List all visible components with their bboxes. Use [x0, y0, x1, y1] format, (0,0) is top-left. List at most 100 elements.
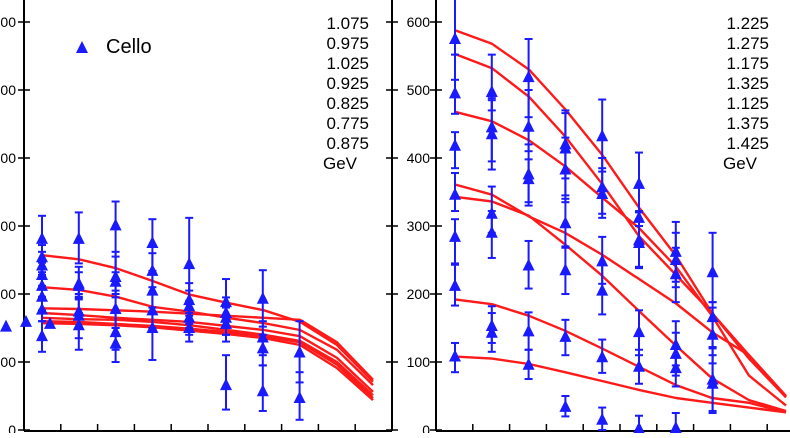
data-point [485, 210, 498, 259]
legend-triangle-icon [76, 41, 88, 53]
data-point [633, 348, 645, 385]
triangle-marker-icon [72, 278, 85, 291]
energy-label: 1.025 [326, 54, 369, 73]
data-point [596, 263, 609, 316]
chart-panel-right: 0 100 200 300 400 500 600 1.2251.2751.1751.325… [407, 0, 790, 438]
data-point [146, 312, 159, 361]
model-curve [41, 320, 374, 399]
triangle-marker-icon [559, 216, 572, 229]
triangle-marker-icon [183, 257, 196, 270]
triangle-marker-icon [596, 283, 609, 296]
legend-left: Cello 1.0750.9751.0250.9250.8250.7750.87… [76, 14, 369, 173]
triangle-marker-icon [36, 302, 48, 315]
energy-label: 1.275 [726, 34, 769, 53]
triangle-marker-icon [146, 321, 159, 333]
model-curve [454, 52, 787, 399]
data-point [669, 347, 682, 388]
triangle-marker-icon [256, 341, 269, 354]
data-point [559, 395, 572, 418]
triangle-marker-icon [559, 329, 572, 342]
model-curve [41, 311, 374, 393]
triangle-marker-icon [449, 229, 461, 242]
triangle-marker-icon [20, 314, 32, 327]
triangle-marker-icon [449, 278, 461, 291]
data-point [44, 316, 56, 329]
y-tick-label: 300 [407, 218, 431, 234]
triangle-marker-icon [72, 231, 85, 244]
triangle-marker-icon [522, 172, 535, 185]
data-point [449, 263, 461, 307]
energy-label: 0.825 [326, 94, 369, 113]
triangle-marker-icon [485, 127, 498, 140]
model-curve [454, 298, 787, 414]
y-tick-label: 00 [0, 14, 16, 30]
triangle-marker-icon [109, 301, 122, 314]
model-curve [41, 254, 374, 383]
data-point [669, 246, 682, 304]
energy-label: 1.225 [726, 14, 769, 33]
data-point [449, 218, 461, 265]
triangle-marker-icon [109, 336, 122, 349]
y-tick-label: 600 [407, 14, 431, 30]
y-tick-label: 0 [8, 422, 16, 433]
data-point [633, 309, 645, 357]
triangle-marker-icon [522, 258, 535, 271]
triangle-marker-icon [596, 187, 609, 200]
data-point [72, 312, 85, 340]
energy-label: 1.175 [726, 54, 769, 73]
data-point [522, 348, 535, 380]
data-point [559, 245, 572, 295]
triangle-marker-icon [109, 218, 122, 231]
triangle-marker-icon [596, 412, 609, 425]
data-point [449, 131, 461, 170]
data-point [449, 341, 461, 374]
triangle-marker-icon [633, 176, 645, 189]
data-point [0, 319, 12, 332]
y-tick-label: 400 [407, 150, 431, 166]
data-point [256, 364, 269, 412]
triangle-marker-icon [449, 86, 461, 99]
data-point [522, 239, 535, 290]
data-point [559, 318, 572, 357]
model-curves-left [41, 254, 374, 401]
model-curves-right [454, 29, 787, 414]
triangle-marker-icon [44, 316, 56, 329]
triangle-marker-icon [449, 138, 461, 151]
y-tick-label: 100 [407, 354, 431, 370]
triangle-marker-icon [449, 32, 461, 44]
triangle-marker-icon [256, 291, 269, 304]
triangle-marker-icon [706, 327, 719, 340]
energy-label: 1.125 [726, 94, 769, 113]
y-tick-label: 00 [0, 150, 16, 166]
triangle-marker-icon [293, 345, 306, 358]
model-curve [454, 355, 787, 414]
data-point [522, 158, 535, 207]
model-curve [454, 183, 787, 397]
triangle-marker-icon [669, 361, 682, 374]
triangle-marker-icon [522, 357, 535, 370]
triangle-marker-icon [256, 384, 269, 397]
triangle-marker-icon [485, 325, 498, 338]
triangle-marker-icon [449, 349, 461, 362]
triangle-marker-icon [633, 421, 645, 434]
energy-label: 0.975 [326, 34, 369, 53]
data-point [633, 151, 645, 214]
triangle-marker-icon [633, 236, 645, 248]
data-point [220, 354, 232, 411]
model-curve [41, 316, 374, 397]
triangle-marker-icon [522, 324, 535, 337]
triangle-marker-icon [485, 225, 498, 238]
energy-label: 1.425 [726, 134, 769, 153]
data-point [633, 414, 645, 434]
data-point [183, 312, 196, 343]
legend-label-cello: Cello [106, 36, 152, 58]
triangle-marker-icon [559, 399, 572, 412]
triangle-marker-icon [596, 129, 609, 142]
data-point [449, 171, 461, 213]
